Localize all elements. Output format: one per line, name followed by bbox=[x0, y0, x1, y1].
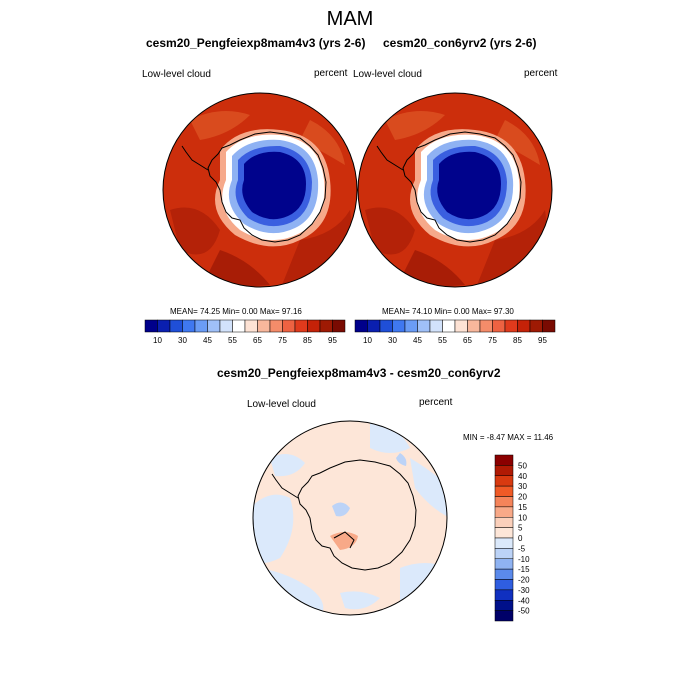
left-colorbar-tick-label: 45 bbox=[203, 336, 212, 345]
right-colorbar: 10 30 45 55 65 75 85 95 bbox=[354, 319, 556, 345]
diff-colorbar-swatch bbox=[494, 579, 514, 591]
diff-colorbar-swatch bbox=[494, 454, 514, 466]
right-colorbar-swatch bbox=[467, 319, 481, 333]
left-colorbar-swatch bbox=[194, 319, 208, 333]
right-colorbar-swatch bbox=[367, 319, 381, 333]
left-polar-map bbox=[162, 92, 358, 288]
diff-colorbar-swatch bbox=[494, 589, 514, 601]
right-colorbar-tick-label: 45 bbox=[413, 336, 422, 345]
left-colorbar-swatch bbox=[319, 319, 333, 333]
right-colorbar-tick-label: 65 bbox=[463, 336, 472, 345]
diff-colorbar-tick-label: -20 bbox=[518, 576, 530, 585]
right-colorbar-swatch bbox=[379, 319, 393, 333]
right-polar-map bbox=[357, 92, 553, 288]
diff-colorbar-tick-label: -40 bbox=[518, 596, 530, 605]
diff-colorbar-swatch bbox=[494, 506, 514, 518]
right-panel-title: cesm20_con6yrv2 (yrs 2-6) bbox=[383, 36, 537, 50]
left-colorbar-swatch bbox=[169, 319, 183, 333]
left-colorbar-tick-label: 85 bbox=[303, 336, 312, 345]
left-colorbar-tick-label: 30 bbox=[178, 336, 187, 345]
diff-colorbar-swatch bbox=[494, 537, 514, 549]
right-colorbar-swatch bbox=[404, 319, 418, 333]
diff-colorbar-swatch bbox=[494, 548, 514, 559]
diff-colorbar-swatch bbox=[494, 475, 514, 487]
right-colorbar-swatch bbox=[392, 319, 406, 333]
right-colorbar-swatch bbox=[354, 319, 368, 333]
diff-colorbar-tick-label: 10 bbox=[518, 513, 527, 522]
left-colorbar-swatch bbox=[307, 319, 321, 333]
diff-colorbar-tick-label: 40 bbox=[518, 472, 527, 481]
left-colorbar-swatch bbox=[257, 319, 271, 333]
left-colorbar-swatch bbox=[219, 319, 233, 333]
left-colorbar-swatch bbox=[332, 319, 346, 333]
left-colorbar-swatch bbox=[207, 319, 221, 333]
right-colorbar-swatch bbox=[504, 319, 518, 333]
right-panel-units: percent bbox=[524, 68, 558, 79]
diff-colorbar-swatch bbox=[494, 558, 514, 570]
diff-colorbar-tick-label: -50 bbox=[518, 607, 530, 616]
right-colorbar-tick-label: 95 bbox=[538, 336, 547, 345]
diff-colorbar-tick-label: 5 bbox=[518, 524, 523, 533]
diff-colorbar-tick-label: -15 bbox=[518, 565, 530, 574]
left-colorbar-tick-label: 55 bbox=[228, 336, 237, 345]
diff-panel-title: cesm20_Pengfeiexp8mam4v3 - cesm20_con6yr… bbox=[217, 366, 501, 380]
left-colorbar-swatch bbox=[294, 319, 308, 333]
right-colorbar-tick-label: 55 bbox=[438, 336, 447, 345]
diff-colorbar-tick-label: 30 bbox=[518, 482, 527, 491]
left-colorbar: 10 30 45 55 65 75 85 95 bbox=[144, 319, 346, 345]
diff-colorbar-tick-label: 20 bbox=[518, 493, 527, 502]
right-colorbar-swatch bbox=[429, 319, 443, 333]
diff-colorbar-swatch bbox=[494, 517, 514, 528]
diff-panel-units: percent bbox=[419, 397, 453, 408]
right-colorbar-tick-label: 75 bbox=[488, 336, 497, 345]
diff-colorbar-swatch bbox=[494, 496, 514, 508]
diff-colorbar-tick-label: 15 bbox=[518, 503, 527, 512]
right-colorbar-swatch bbox=[442, 319, 456, 333]
diff-colorbar-tick-label: -10 bbox=[518, 555, 530, 564]
diff-colorbar-swatch bbox=[494, 568, 514, 580]
right-colorbar-swatch bbox=[542, 319, 556, 333]
right-colorbar-swatch bbox=[529, 319, 543, 333]
figure-title: MAM bbox=[326, 8, 374, 30]
right-colorbar-swatch bbox=[517, 319, 531, 333]
right-colorbar-tick-label: 85 bbox=[513, 336, 522, 345]
left-colorbar-tick-label: 10 bbox=[153, 336, 162, 345]
diff-colorbar-swatch bbox=[494, 600, 514, 611]
left-colorbar-swatch bbox=[282, 319, 296, 333]
left-panel-units: percent bbox=[314, 68, 348, 79]
diff-polar-map bbox=[252, 420, 448, 616]
diff-colorbar-swatch bbox=[494, 485, 514, 497]
right-colorbar-tick-label: 10 bbox=[363, 336, 372, 345]
left-colorbar-swatch bbox=[232, 319, 246, 333]
diff-colorbar-swatch bbox=[494, 527, 514, 539]
diff-colorbar-swatch bbox=[494, 465, 514, 476]
diff-colorbar-swatch bbox=[494, 610, 514, 622]
left-colorbar-swatch bbox=[144, 319, 158, 333]
left-colorbar-tick-label: 75 bbox=[278, 336, 287, 345]
right-colorbar-swatch bbox=[417, 319, 431, 333]
left-colorbar-tick-label: 65 bbox=[253, 336, 262, 345]
diff-colorbar-tick-label: 50 bbox=[518, 461, 527, 470]
left-colorbar-tick-label: 95 bbox=[328, 336, 337, 345]
diff-panel-variable: Low-level cloud bbox=[247, 399, 316, 410]
diff-colorbar-tick-label: 0 bbox=[518, 534, 523, 543]
left-panel-stats: MEAN= 74.25 Min= 0.00 Max= 97.16 bbox=[170, 307, 302, 316]
right-colorbar-tick-label: 30 bbox=[388, 336, 397, 345]
right-colorbar-swatch bbox=[454, 319, 468, 333]
left-colorbar-swatch bbox=[157, 319, 171, 333]
left-colorbar-swatch bbox=[269, 319, 283, 333]
right-colorbar-swatch bbox=[479, 319, 493, 333]
left-colorbar-swatch bbox=[182, 319, 196, 333]
right-panel-variable: Low-level cloud bbox=[353, 69, 422, 80]
diff-colorbar-tick-label: -5 bbox=[518, 544, 526, 553]
diff-panel-stats: MIN = -8.47 MAX = 11.46 bbox=[463, 433, 554, 442]
right-colorbar-swatch bbox=[492, 319, 506, 333]
left-panel-title: cesm20_Pengfeiexp8mam4v3 (yrs 2-6) bbox=[146, 36, 366, 50]
right-panel-stats: MEAN= 74.10 Min= 0.00 Max= 97.30 bbox=[382, 307, 514, 316]
diff-colorbar-tick-label: -30 bbox=[518, 586, 530, 595]
left-panel-variable: Low-level cloud bbox=[142, 69, 211, 80]
left-colorbar-swatch bbox=[244, 319, 258, 333]
